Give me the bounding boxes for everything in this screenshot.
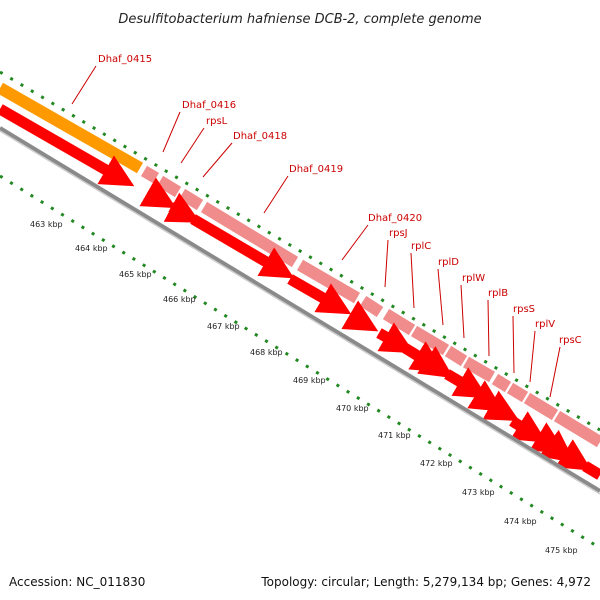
gene-band-orange[interactable] (0, 82, 143, 174)
cds-arrow[interactable] (287, 274, 352, 315)
gene-label[interactable]: rplW (462, 273, 485, 284)
tick-label: 472 kbp (420, 459, 453, 468)
gene-label-leader (460, 284, 465, 339)
tick-label: 469 kbp (293, 376, 326, 385)
cds-arrow[interactable] (190, 214, 295, 279)
cds-arrow[interactable] (402, 341, 446, 373)
genome-summary: Topology: circular; Length: 5,279,134 bp… (260, 575, 591, 589)
cds-arrow[interactable] (482, 390, 520, 422)
gene-label-leader (512, 315, 515, 374)
cds-arrow[interactable] (417, 346, 454, 379)
cds-arrow[interactable] (376, 322, 415, 354)
feature-segment[interactable] (359, 295, 384, 318)
tick-label: 475 kbp (545, 546, 578, 555)
accession-label: Accession: NC_011830 (9, 575, 145, 589)
gene-label-leader (529, 330, 536, 383)
feature-segment[interactable] (178, 188, 204, 211)
tick-label: 473 kbp (462, 488, 495, 497)
gene-label-leader (162, 111, 181, 153)
gene-label[interactable]: Dhaf_0415 (98, 54, 152, 65)
genome-backbone (0, 126, 600, 493)
feature-segment[interactable] (463, 356, 495, 383)
axis-labels: 463 kbp 464 kbp 465 kbp 466 kbp 467 kbp … (30, 220, 578, 555)
gene-label-leader (437, 268, 444, 326)
feature-segment[interactable] (156, 175, 182, 198)
gene-label[interactable]: rpsC (559, 335, 582, 346)
gene-label[interactable]: Dhaf_0419 (289, 164, 343, 175)
gene-label-leader (384, 239, 389, 288)
tick-label: 470 kbp (336, 404, 369, 413)
cds-ring (0, 104, 600, 480)
cds-arrow[interactable] (341, 300, 379, 332)
genome-backbone-shadow (0, 130, 600, 495)
outer-tick-ring (0, 70, 600, 432)
tick-label: 466 kbp (163, 295, 196, 304)
gene-label-leader (202, 142, 233, 178)
gene-label-leader (263, 175, 289, 214)
tick-label: 471 kbp (378, 431, 411, 440)
gene-label-leader (71, 65, 97, 105)
gene-label[interactable]: Dhaf_0416 (182, 100, 236, 111)
tick-label: 468 kbp (250, 348, 283, 357)
feature-segment[interactable] (523, 392, 559, 421)
feature-segment[interactable] (140, 165, 160, 184)
gene-label[interactable]: rplC (411, 241, 431, 252)
gene-labels: Dhaf_0415 Dhaf_0416 rpsL Dhaf_0418 Dhaf_… (71, 54, 582, 398)
cds-arrow[interactable] (444, 367, 489, 399)
tick-label: 464 kbp (75, 244, 108, 253)
feature-segment[interactable] (382, 308, 416, 336)
cds-arrow[interactable] (467, 380, 504, 412)
gene-label-leader (549, 346, 561, 398)
cds-arrow[interactable] (139, 177, 177, 209)
gene-label[interactable]: rpsJ (389, 228, 408, 239)
gene-label[interactable]: Dhaf_0418 (233, 131, 287, 142)
gene-label-leader (341, 224, 369, 261)
gene-label[interactable]: rpsS (513, 304, 535, 315)
feature-segment[interactable] (444, 345, 468, 367)
tick-label: 465 kbp (119, 270, 152, 279)
gene-label[interactable]: rplD (438, 257, 459, 268)
cds-arrow[interactable] (538, 429, 576, 463)
gene-label[interactable]: Dhaf_0420 (368, 213, 422, 224)
feature-segment[interactable] (491, 373, 512, 393)
feature-segment[interactable] (410, 325, 450, 356)
feature-segment[interactable] (553, 410, 600, 448)
feature-segment[interactable] (506, 382, 529, 403)
cds-arrow[interactable] (0, 104, 135, 187)
gene-label-leader (410, 252, 415, 309)
cds-arrow[interactable] (509, 411, 548, 443)
gene-label-leader (487, 299, 490, 357)
cds-arrow[interactable] (163, 192, 201, 223)
gene-label[interactable]: rplV (535, 319, 555, 330)
map-title: Desulfitobacterium hafniense DCB-2, comp… (118, 12, 481, 27)
cds-arrow[interactable] (529, 422, 567, 454)
tick-label: 474 kbp (504, 517, 537, 526)
cds-arrow[interactable] (555, 439, 592, 471)
tick-label: 463 kbp (30, 220, 63, 229)
tick-label: 467 kbp (207, 322, 240, 331)
cds-arrow[interactable] (582, 461, 600, 480)
inner-tick-ring (0, 174, 600, 550)
gene-label[interactable]: rplB (488, 288, 508, 299)
gene-label[interactable]: rpsL (206, 116, 228, 127)
gene-label-leader (180, 127, 205, 164)
